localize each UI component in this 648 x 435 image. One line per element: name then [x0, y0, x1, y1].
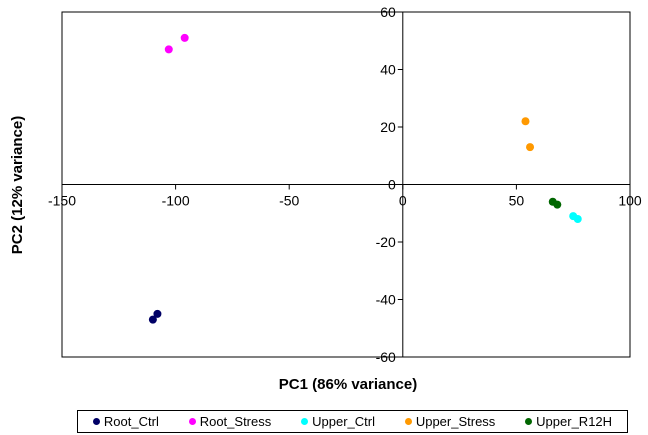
legend-label: Upper_Ctrl: [312, 414, 375, 429]
y-tick-label: -40: [376, 292, 396, 308]
y-tick-labels: -60 -40 -20 0 20 40 60: [376, 4, 403, 365]
x-tick-label: -100: [162, 193, 190, 209]
x-tick-label: 0: [399, 193, 407, 209]
data-points: [148, 33, 582, 324]
legend-label: Root_Stress: [199, 414, 272, 429]
point-root-stress: [180, 33, 189, 42]
x-tick-label: 50: [509, 193, 525, 209]
y-tick-label: 60: [380, 4, 396, 20]
legend-item-upper-r12h: Upper_R12H: [525, 414, 612, 429]
legend-label: Upper_Stress: [415, 414, 496, 429]
x-tick-label: -50: [279, 193, 299, 209]
y-tick-label: -60: [376, 349, 396, 365]
legend-item-upper-stress: Upper_Stress: [404, 414, 496, 429]
legend-label: Root_Ctrl: [103, 414, 159, 429]
point-root-stress: [164, 45, 173, 54]
point-upper-stress: [521, 117, 530, 126]
point-root-ctrl: [148, 315, 157, 324]
y-tick-label: 40: [380, 62, 396, 78]
legend-item-root-stress: Root_Stress: [188, 414, 272, 429]
point-upper-r12h: [553, 200, 562, 209]
y-axis-label: PC2 (12% variance): [9, 116, 26, 254]
y-tick-label: 20: [380, 119, 396, 135]
legend-item-upper-ctrl: Upper_Ctrl: [301, 414, 375, 429]
point-upper-ctrl: [573, 215, 582, 223]
legend-marker: [404, 418, 412, 425]
y-tick-label: 0: [388, 177, 396, 193]
legend-label: Upper_R12H: [536, 414, 613, 429]
x-tick-label: -150: [48, 193, 76, 209]
x-tick-label: 100: [618, 193, 642, 209]
legend-marker: [301, 418, 309, 425]
y-tick-label: -20: [376, 234, 396, 250]
point-upper-stress: [526, 143, 535, 152]
legend-marker: [92, 418, 100, 425]
legend: Root_Ctrl Root_Stress Upper_Ctrl Upper_Stre…: [77, 410, 628, 433]
x-axis-label: PC1 (86% variance): [279, 376, 417, 393]
point-root-ctrl: [153, 309, 162, 318]
x-tick-labels: -150 -100 -50 0 50 100: [48, 184, 642, 209]
legend-marker: [188, 418, 196, 425]
legend-marker: [525, 418, 533, 425]
legend-item-root-ctrl: Root_Ctrl: [92, 414, 159, 429]
